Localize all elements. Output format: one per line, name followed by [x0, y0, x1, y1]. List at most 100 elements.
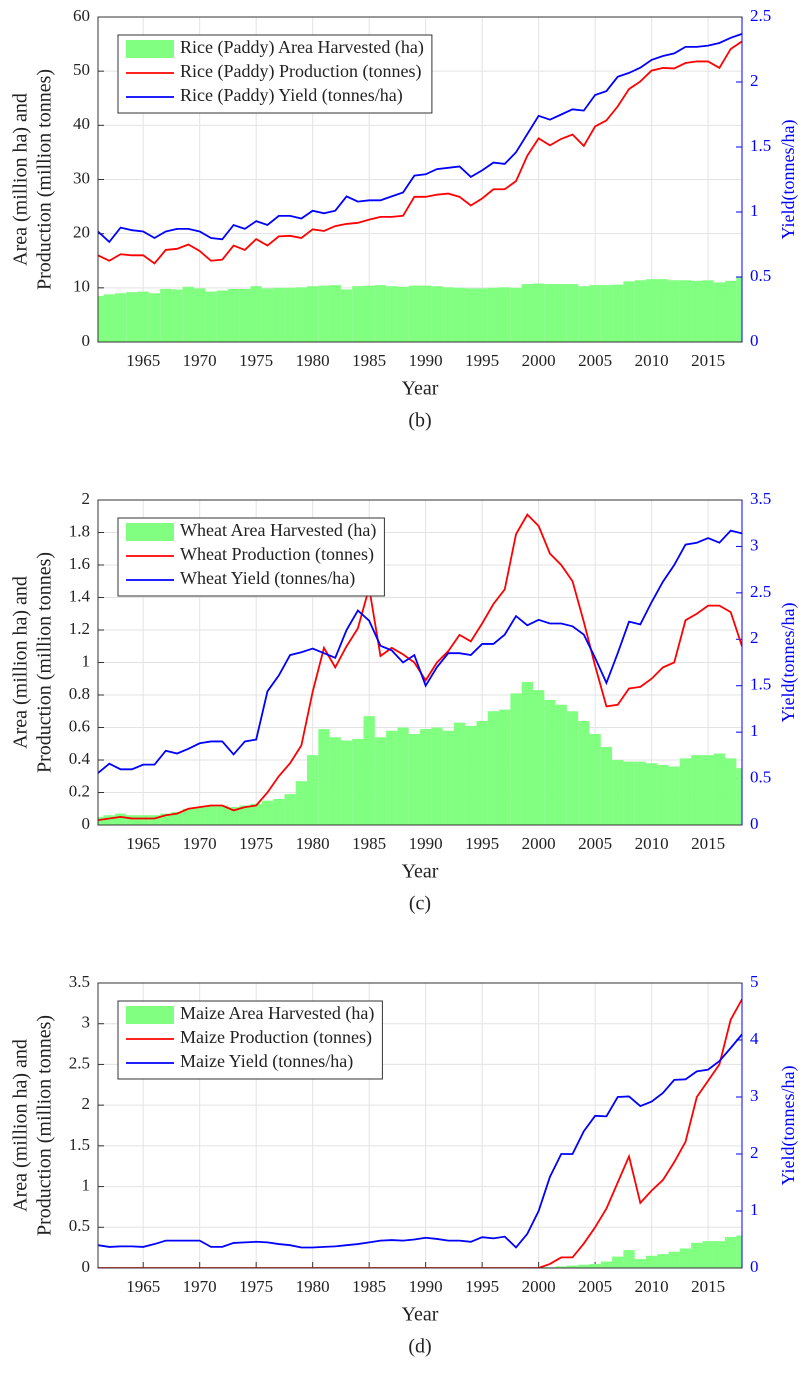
y-tick-label: 1: [82, 651, 91, 670]
bar: [487, 711, 500, 825]
bar: [679, 280, 692, 342]
y2-tick-label: 0: [750, 814, 759, 833]
y2-tick-label: 2.5: [750, 6, 771, 25]
y2-tick-label: 3.5: [750, 489, 771, 508]
bar: [589, 285, 601, 342]
x-tick-label: 1970: [183, 351, 217, 370]
y-axis-label: Production (million tonnes): [34, 552, 56, 773]
y-tick-label: 20: [73, 223, 90, 242]
y2-tick-label: 0: [750, 331, 759, 350]
y2-tick-label: 2: [750, 1143, 759, 1162]
bar: [555, 704, 567, 825]
bar: [691, 755, 703, 825]
bar: [250, 803, 262, 825]
bar: [465, 725, 477, 825]
x-tick-label: 2000: [522, 834, 556, 853]
x-tick-label: 1985: [352, 834, 386, 853]
bar: [532, 283, 545, 342]
legend-label: Rice (Paddy) Area Harvested (ha): [180, 37, 424, 58]
bar: [668, 280, 680, 342]
x-tick-label: 1980: [296, 834, 330, 853]
bar: [623, 1250, 635, 1268]
bar: [578, 286, 590, 342]
x-tick-label: 2000: [522, 1277, 556, 1296]
bar: [510, 287, 522, 342]
y2-tick-label: 2.5: [750, 582, 771, 601]
x-tick-label: 2005: [578, 1277, 612, 1296]
bar: [126, 815, 138, 825]
bar: [442, 730, 454, 825]
legend-label: Rice (Paddy) Yield (tonnes/ha): [180, 85, 403, 106]
bar: [182, 286, 195, 342]
bar: [171, 289, 183, 342]
bar: [679, 1248, 692, 1268]
bar: [307, 286, 319, 342]
y-axis-label: Area (million ha) and: [10, 576, 32, 749]
bar: [216, 805, 228, 825]
y-tick-label: 2: [82, 489, 91, 508]
bar: [702, 755, 714, 825]
y-tick-label: 30: [73, 168, 90, 187]
legend-label: Wheat Area Harvested (ha): [180, 520, 376, 541]
bar: [713, 753, 726, 825]
bar: [284, 794, 296, 825]
legend-label: Wheat Yield (tonnes/ha): [180, 568, 355, 589]
bar: [623, 761, 635, 825]
bar: [645, 279, 658, 342]
y-tick-label: 0: [82, 814, 91, 833]
y-tick-label: 1.8: [69, 521, 90, 540]
bar: [363, 285, 375, 342]
y2-tick-label: 0.5: [750, 266, 771, 285]
bar: [205, 805, 217, 825]
y-tick-label: 50: [73, 60, 90, 79]
legend: Maize Area Harvested (ha) Maize Productio…: [117, 1000, 383, 1080]
x-tick-label: 1995: [465, 834, 499, 853]
bar: [566, 1265, 579, 1268]
y-tick-label: 1.4: [69, 586, 91, 605]
bar: [431, 286, 443, 342]
bar: [679, 758, 692, 825]
x-axis-label: Year: [402, 861, 439, 883]
legend: Wheat Area Harvested (ha) Wheat Productio…: [117, 517, 385, 597]
y2-tick-label: 2: [750, 71, 759, 90]
bar: [126, 292, 138, 342]
bar: [431, 727, 443, 825]
bar: [713, 1241, 726, 1268]
y-tick-label: 1.5: [69, 1135, 90, 1154]
plot-area: [98, 33, 742, 342]
x-tick-label: 2005: [578, 834, 612, 853]
x-tick-label: 2015: [691, 351, 725, 370]
y2-tick-label: 1: [750, 201, 759, 220]
bar: [600, 1261, 613, 1268]
x-axis-label: Year: [402, 1304, 439, 1326]
bar: [352, 738, 364, 825]
y2-tick-label: 1: [750, 1200, 759, 1219]
line: [98, 40, 742, 265]
y-tick-label: 2.5: [69, 1053, 90, 1072]
x-tick-label: 2005: [578, 351, 612, 370]
x-tick-label: 1985: [352, 351, 386, 370]
bar: [137, 291, 149, 342]
bar: [668, 766, 680, 825]
bar: [702, 280, 714, 342]
bar: [555, 1266, 567, 1268]
bar: [566, 711, 579, 825]
bar: [499, 287, 511, 342]
x-tick-label: 1990: [409, 1277, 443, 1296]
bar: [98, 816, 104, 825]
bar: [114, 293, 127, 342]
bar: [521, 284, 533, 342]
bar: [476, 721, 488, 825]
bar: [216, 290, 228, 342]
bar: [736, 1235, 742, 1268]
bar: [713, 282, 726, 342]
x-tick-label: 1970: [183, 834, 217, 853]
bar: [273, 287, 285, 342]
y-tick-label: 0.8: [69, 684, 90, 703]
bar: [194, 288, 206, 342]
x-tick-label: 1975: [239, 834, 273, 853]
y-tick-label: 0.2: [69, 781, 90, 800]
y-axis-label: Area (million ha) and: [10, 1039, 32, 1212]
y-axis-label: Area (million ha) and: [10, 93, 32, 266]
bar: [578, 1264, 590, 1268]
